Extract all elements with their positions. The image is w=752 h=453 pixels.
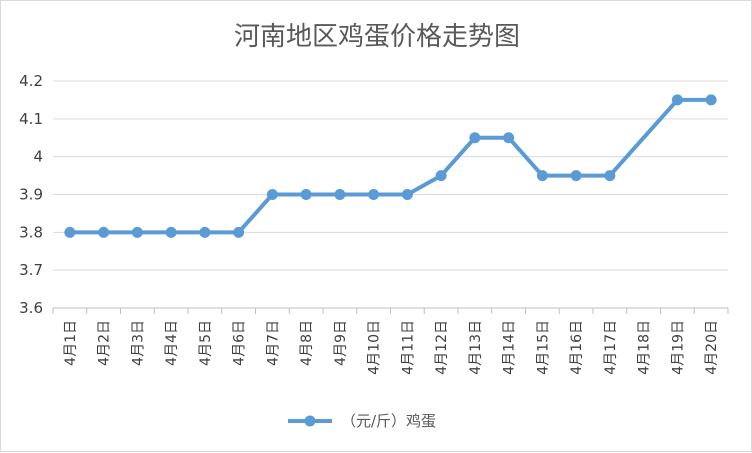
data-point (368, 189, 380, 200)
x-tick-label: 4月12日 (434, 320, 450, 375)
x-tick-label: 4月19日 (670, 320, 686, 375)
data-point (98, 226, 110, 238)
data-point (705, 94, 717, 106)
x-tick-label: 4月2日 (97, 320, 113, 366)
y-tick-label: 4.2 (19, 72, 43, 90)
x-tick-label: 4月4日 (164, 320, 180, 366)
x-tick-label: 4月3日 (130, 320, 146, 366)
data-point (131, 226, 143, 238)
x-tick-label: 4月6日 (232, 320, 248, 366)
x-tick-label: 4月10日 (367, 320, 383, 375)
data-point (233, 226, 245, 238)
data-point (671, 94, 683, 106)
x-tick-label: 4月16日 (569, 320, 585, 375)
data-point (570, 170, 582, 182)
data-point (266, 189, 278, 200)
x-tick-label: 4月15日 (535, 320, 551, 375)
y-tick-label: 3.8 (19, 223, 43, 241)
series-group (64, 94, 717, 238)
data-point (604, 170, 616, 182)
x-tick-label: 4月1日 (63, 320, 79, 366)
series-line (67, 97, 714, 235)
data-point (435, 170, 447, 182)
data-point (536, 170, 548, 182)
y-tick-label: 4 (33, 148, 43, 166)
x-axis-ticks (52, 308, 729, 314)
data-point (64, 226, 76, 238)
legend-label: （元/斤）鸡蛋 (341, 412, 436, 430)
y-tick-label: 4.1 (19, 110, 43, 128)
data-point (199, 226, 211, 238)
y-tick-label: 3.7 (19, 261, 43, 279)
x-tick-label: 4月17日 (603, 320, 619, 375)
chart-title: 河南地区鸡蛋价格走势图 (234, 22, 520, 52)
y-tick-label: 3.9 (19, 186, 43, 204)
x-tick-label: 4月18日 (637, 320, 653, 375)
x-tick-label: 4月11日 (400, 320, 416, 375)
data-point (469, 132, 481, 144)
x-tick-label: 4月20日 (704, 320, 720, 375)
y-tick-label: 3.6 (19, 299, 43, 317)
x-tick-label: 4月7日 (265, 320, 281, 366)
y-axis-tick-labels: 3.6 3.7 3.8 3.9 4 4.1 4.2 (19, 72, 43, 317)
x-tick-label: 4月5日 (198, 320, 214, 366)
data-point (503, 132, 515, 144)
data-point (165, 226, 177, 238)
x-tick-label: 4月8日 (299, 320, 315, 366)
x-tick-label: 4月9日 (333, 320, 349, 366)
legend-marker-icon (304, 415, 316, 427)
legend: （元/斤）鸡蛋 (288, 412, 436, 430)
data-point (334, 189, 346, 200)
x-tick-label: 4月13日 (468, 320, 484, 375)
data-point (300, 189, 312, 200)
x-axis-tick-labels: 4月1日 4月2日 4月3日 4月4日 4月5日 4月6日 4月7日 4月8日 4月9日 4月10… (63, 320, 720, 375)
x-tick-label: 4月14日 (502, 320, 518, 375)
data-point (401, 189, 413, 200)
